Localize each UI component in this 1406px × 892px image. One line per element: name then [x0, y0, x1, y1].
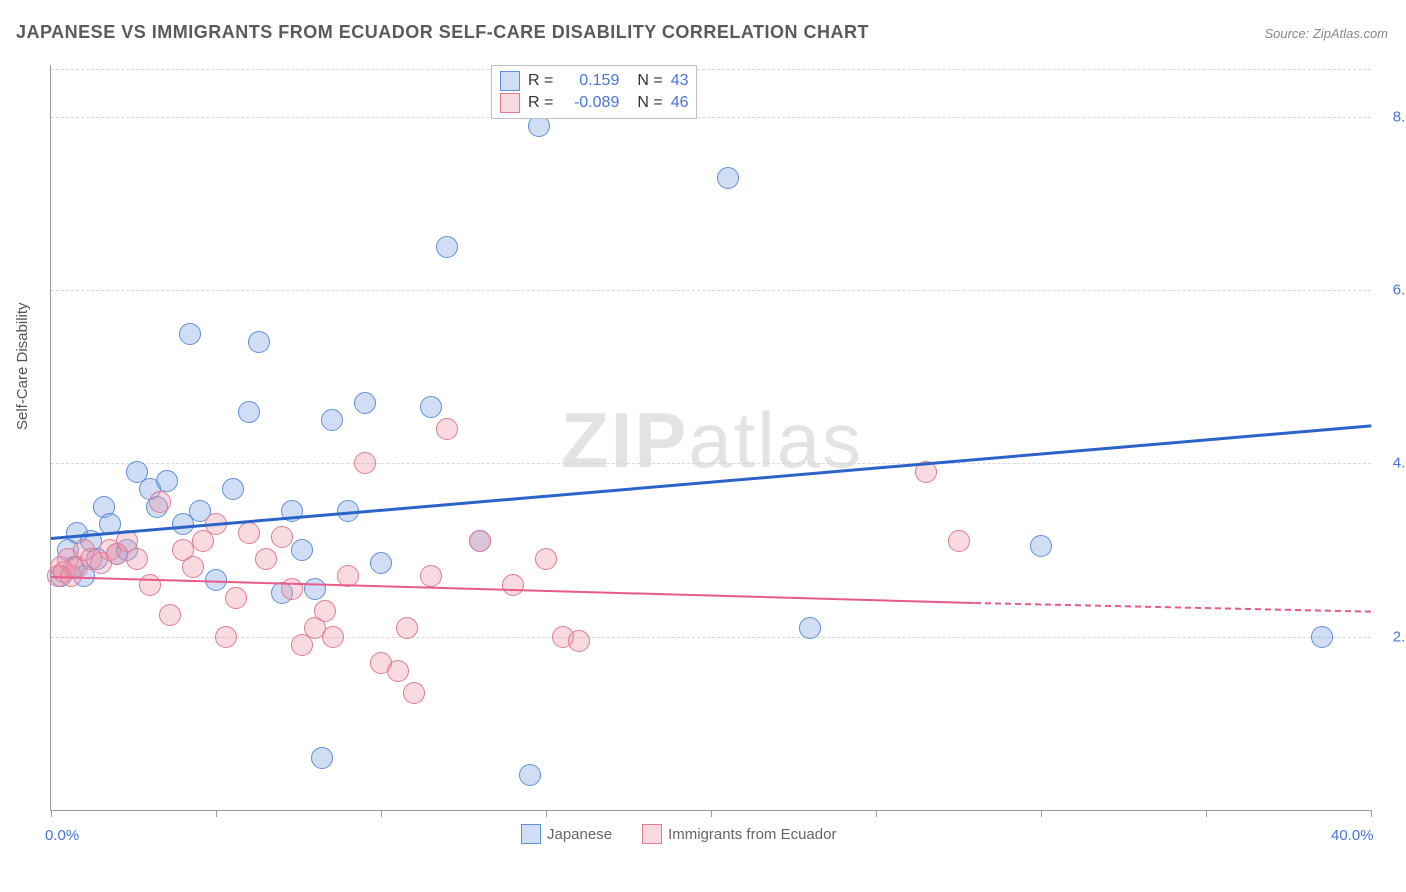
watermark-bold: ZIP: [561, 396, 688, 484]
r-value: -0.089: [561, 92, 619, 114]
x-tick-label: 40.0%: [1331, 827, 1374, 844]
data-point: [225, 587, 247, 609]
gridline-h: [51, 463, 1371, 464]
data-point: [238, 401, 260, 423]
n-value: 46: [671, 92, 689, 114]
data-point: [799, 617, 821, 639]
data-point: [159, 604, 181, 626]
trend-line: [51, 424, 1371, 540]
data-point: [436, 418, 458, 440]
data-point: [156, 470, 178, 492]
data-point: [281, 578, 303, 600]
data-point: [304, 578, 326, 600]
data-point: [179, 323, 201, 345]
x-tick-label: 0.0%: [45, 827, 79, 844]
legend-swatch: [500, 71, 520, 91]
x-tick: [1206, 810, 1207, 817]
y-tick-label: 2.0%: [1393, 628, 1406, 645]
n-label: N =: [637, 70, 662, 92]
gridline-h: [51, 117, 1371, 118]
data-point: [436, 236, 458, 258]
r-label: R =: [528, 70, 553, 92]
gridline-h: [51, 637, 1371, 638]
data-point: [420, 565, 442, 587]
legend-swatch: [500, 93, 520, 113]
y-tick-label: 4.0%: [1393, 455, 1406, 472]
data-point: [322, 626, 344, 648]
r-value: 0.159: [561, 70, 619, 92]
x-tick: [546, 810, 547, 817]
data-point: [535, 548, 557, 570]
data-point: [948, 530, 970, 552]
y-axis-label: Self-Care Disability: [14, 302, 31, 430]
n-label: N =: [637, 92, 662, 114]
gridline-h: [51, 290, 1371, 291]
scatter-plot-area: ZIPatlas 2.0%4.0%6.0%8.0%0.0%40.0%R =0.1…: [50, 65, 1371, 811]
data-point: [717, 167, 739, 189]
legend-item: Japanese: [521, 824, 612, 844]
series-legend: Japanese Immigrants from Ecuador: [521, 824, 836, 844]
data-point: [321, 409, 343, 431]
x-tick: [1371, 810, 1372, 817]
data-point: [291, 539, 313, 561]
data-point: [215, 626, 237, 648]
data-point: [396, 617, 418, 639]
y-tick-label: 8.0%: [1393, 108, 1406, 125]
data-point: [469, 530, 491, 552]
x-tick: [216, 810, 217, 817]
data-point: [126, 548, 148, 570]
legend-label: Immigrants from Ecuador: [668, 826, 836, 843]
x-tick: [381, 810, 382, 817]
legend-item: Immigrants from Ecuador: [642, 824, 836, 844]
trend-line: [975, 602, 1371, 613]
data-point: [420, 396, 442, 418]
chart-title: JAPANESE VS IMMIGRANTS FROM ECUADOR SELF…: [16, 22, 869, 43]
legend-label: Japanese: [547, 826, 612, 843]
data-point: [354, 392, 376, 414]
data-point: [271, 526, 293, 548]
data-point: [370, 552, 392, 574]
y-tick-label: 6.0%: [1393, 282, 1406, 299]
data-point: [182, 556, 204, 578]
legend-swatch: [642, 824, 662, 844]
data-point: [403, 682, 425, 704]
data-point: [248, 331, 270, 353]
legend-swatch: [521, 824, 541, 844]
data-point: [149, 491, 171, 513]
data-point: [238, 522, 260, 544]
data-point: [255, 548, 277, 570]
data-point: [311, 747, 333, 769]
correlation-legend: R = 0.159 N = 43 R = -0.089 N = 46: [491, 65, 697, 119]
source-attribution: Source: ZipAtlas.com: [1264, 26, 1388, 41]
x-tick: [711, 810, 712, 817]
r-label: R =: [528, 92, 553, 114]
x-tick: [51, 810, 52, 817]
data-point: [139, 574, 161, 596]
data-point: [222, 478, 244, 500]
data-point: [502, 574, 524, 596]
x-tick: [876, 810, 877, 817]
data-point: [387, 660, 409, 682]
data-point: [1311, 626, 1333, 648]
data-point: [314, 600, 336, 622]
data-point: [354, 452, 376, 474]
n-value: 43: [671, 70, 689, 92]
data-point: [519, 764, 541, 786]
data-point: [1030, 535, 1052, 557]
data-point: [568, 630, 590, 652]
x-tick: [1041, 810, 1042, 817]
